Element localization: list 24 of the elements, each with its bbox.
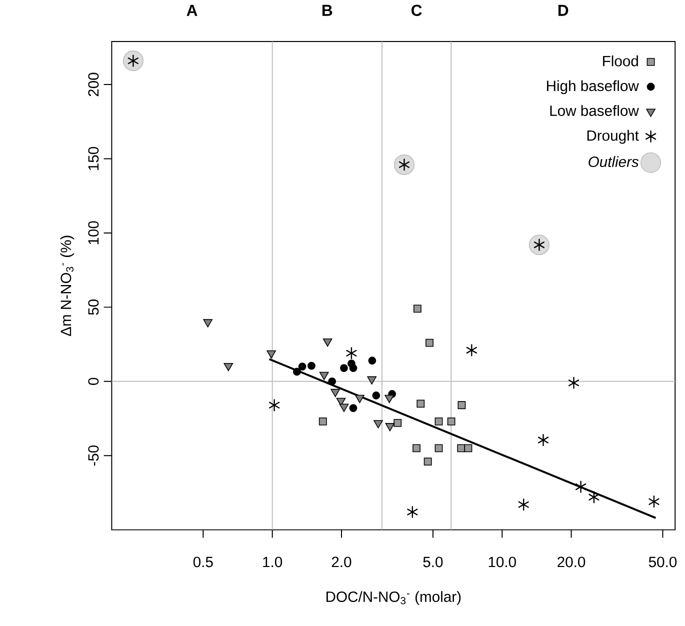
legend-label: High baseflow: [547, 80, 639, 94]
text: C: [411, 4, 422, 16]
x-tick-label: 0.5: [193, 556, 213, 568]
x-axis-title: DOC/N-NO$_{3}$$^{-}$ (molar): [326, 591, 461, 606]
legend-label: Drought: [587, 130, 639, 144]
x-tick-label: 1.0: [263, 556, 282, 568]
x-tick-label: 10.0: [488, 556, 516, 568]
y-tick-label: 150: [88, 147, 99, 170]
x-tick-label: 50.0: [648, 556, 677, 568]
x-tick-label: 5.0: [423, 556, 443, 568]
y-tick-label: 50: [88, 300, 99, 315]
y-tick-label: 200: [88, 72, 99, 96]
legend-label: Outliers: [588, 156, 639, 168]
legend-label: Low baseflow: [550, 105, 639, 116]
y-tick-label: -50: [88, 446, 99, 466]
y-axis-title: Δm N-NO$_{3}$$^{-}$ (%): [60, 236, 74, 336]
x-tick-label: 20.0: [558, 556, 586, 568]
legend-label: Flood: [603, 56, 638, 66]
text: A: [186, 5, 198, 16]
y-tick-label: 0: [88, 378, 99, 386]
text: B: [322, 5, 332, 16]
y-tick-label: 100: [88, 221, 99, 244]
x-tick-label: 2.0: [332, 556, 352, 568]
text: D: [558, 5, 568, 16]
